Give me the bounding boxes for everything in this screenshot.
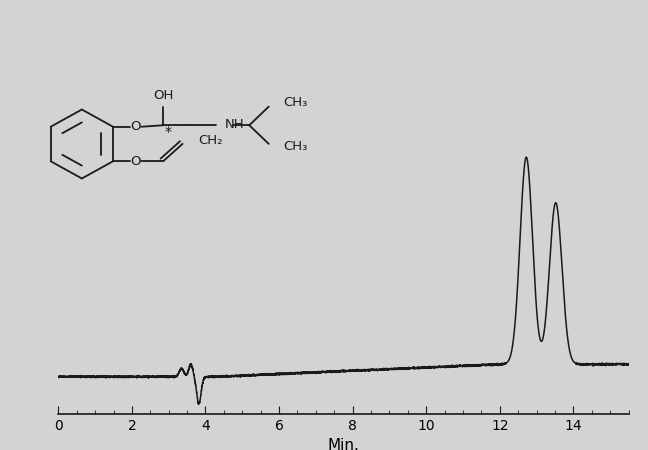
Text: O: O xyxy=(131,155,141,168)
Text: CH₂: CH₂ xyxy=(198,135,223,147)
Text: *: * xyxy=(165,125,172,139)
X-axis label: Min.: Min. xyxy=(327,438,360,450)
Text: CH₃: CH₃ xyxy=(283,140,307,153)
Text: CH₃: CH₃ xyxy=(283,96,307,108)
Text: OH: OH xyxy=(153,89,174,102)
Text: NH: NH xyxy=(226,118,245,131)
Text: O: O xyxy=(131,120,141,133)
